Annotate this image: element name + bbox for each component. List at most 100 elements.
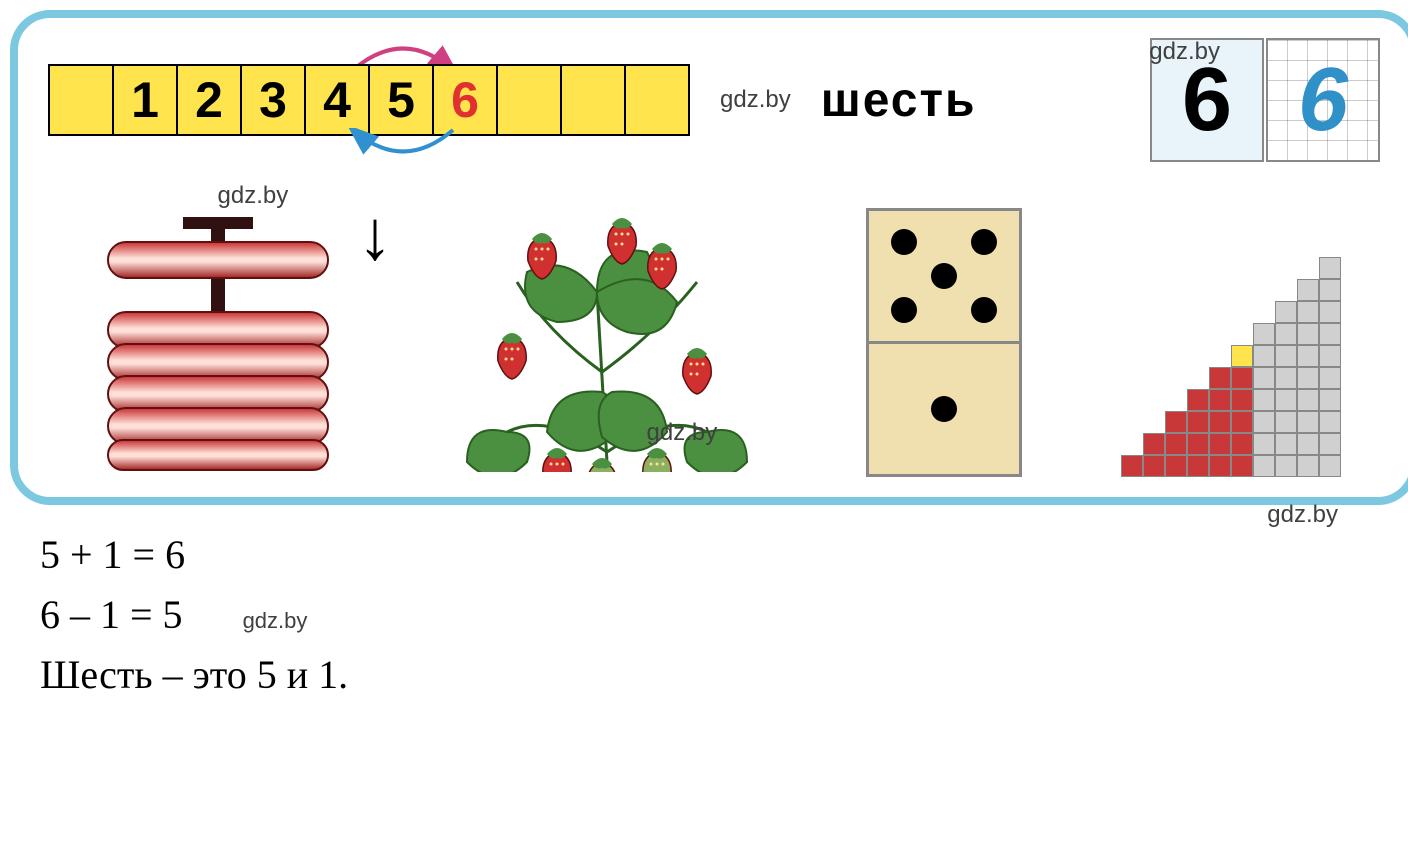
stair-square	[1253, 367, 1275, 389]
top-row: 123456 gdz.by шесть 6 6 gdz.by	[48, 38, 1380, 162]
strip-cell-3: 3	[240, 64, 306, 136]
stair-square	[1231, 411, 1253, 433]
equations-block: gdz.by 5 + 1 = 6 6 – 1 = 5 gdz.by Шесть …	[40, 525, 1408, 705]
stair-square	[1209, 367, 1231, 389]
strip-cell-9	[624, 64, 690, 136]
strip-cell-4: 4	[304, 64, 370, 136]
domino	[866, 208, 1022, 477]
number-strip-wrap: 123456	[48, 64, 690, 136]
stair-square	[1187, 389, 1209, 411]
lesson-frame: 123456 gdz.by шесть 6 6 gdz.by gdz.by	[10, 10, 1408, 505]
stair-square	[1297, 367, 1319, 389]
stair-square	[1319, 411, 1341, 433]
stair-col	[1209, 367, 1231, 477]
stair-square	[1187, 433, 1209, 455]
stair-square	[1143, 455, 1165, 477]
stair-square	[1253, 345, 1275, 367]
stair-square	[1121, 455, 1143, 477]
strawberry-svg	[447, 192, 767, 472]
stair-square	[1275, 411, 1297, 433]
strip-cell-8	[560, 64, 626, 136]
stair-square	[1319, 389, 1341, 411]
stair-square	[1231, 433, 1253, 455]
stair-square	[1297, 433, 1319, 455]
stair-col	[1165, 411, 1187, 477]
stair-square	[1209, 389, 1231, 411]
stair-square	[1231, 367, 1253, 389]
stair-col	[1187, 389, 1209, 477]
stair-col	[1121, 455, 1143, 477]
equation-1: 5 + 1 = 6	[40, 525, 1408, 585]
stair-square	[1275, 455, 1297, 477]
ring-pyramid: gdz.by ↓	[88, 212, 348, 477]
stair-square	[1165, 411, 1187, 433]
stair-square	[1275, 323, 1297, 345]
stair-square	[1231, 345, 1253, 367]
equation-2-text: 6 – 1 = 5	[40, 592, 183, 637]
strip-cell-6: 6	[432, 64, 498, 136]
ring-stack-svg	[88, 212, 348, 472]
domino-bottom	[869, 344, 1019, 474]
stair-square	[1209, 455, 1231, 477]
stair-square	[1253, 455, 1275, 477]
stair-col	[1231, 345, 1253, 477]
number-strip: 123456	[48, 64, 690, 136]
stair-col	[1275, 301, 1297, 477]
stair-square	[1275, 389, 1297, 411]
stair-square	[1165, 455, 1187, 477]
stair-square	[1319, 345, 1341, 367]
watermark: gdz.by	[720, 86, 791, 114]
equation-3: Шесть – это 5 и 1.	[40, 645, 1408, 705]
stair-square	[1275, 367, 1297, 389]
stair-square	[1231, 389, 1253, 411]
stair-square	[1187, 455, 1209, 477]
strip-cell-2: 2	[176, 64, 242, 136]
stair-col	[1143, 433, 1165, 477]
digit-boxes: 6 6	[1150, 38, 1380, 162]
stair-square	[1275, 345, 1297, 367]
stair-square	[1319, 257, 1341, 279]
stair-square	[1319, 279, 1341, 301]
stair-square	[1165, 433, 1187, 455]
stair-square	[1297, 389, 1319, 411]
stair-square	[1231, 455, 1253, 477]
stair-square	[1319, 455, 1341, 477]
strip-cell-1: 1	[112, 64, 178, 136]
stair-square	[1297, 345, 1319, 367]
stair-square	[1253, 323, 1275, 345]
stair-square	[1143, 433, 1165, 455]
strawberry-plant: gdz.by	[447, 192, 767, 477]
stair-square	[1253, 389, 1275, 411]
domino-top	[869, 211, 1019, 344]
stair-square	[1319, 323, 1341, 345]
stair-square	[1297, 411, 1319, 433]
staircase-chart	[1121, 257, 1341, 477]
stair-square	[1253, 433, 1275, 455]
word-six: шесть	[821, 73, 977, 128]
bottom-row: gdz.by ↓	[48, 192, 1380, 477]
watermark: gdz.by	[218, 182, 289, 210]
stair-col	[1319, 257, 1341, 477]
stair-square	[1319, 367, 1341, 389]
digit-script: 6	[1266, 38, 1380, 162]
strip-cell-5: 5	[368, 64, 434, 136]
watermark: gdz.by	[243, 608, 308, 633]
stair-square	[1209, 433, 1231, 455]
stair-square	[1209, 411, 1231, 433]
stair-square	[1187, 411, 1209, 433]
strip-cell-0	[48, 64, 114, 136]
equation-2: 6 – 1 = 5 gdz.by	[40, 585, 1408, 645]
stair-square	[1253, 411, 1275, 433]
strip-cell-7	[496, 64, 562, 136]
stair-square	[1275, 301, 1297, 323]
stair-square	[1297, 455, 1319, 477]
stair-square	[1297, 279, 1319, 301]
down-arrow-icon: ↓	[358, 202, 393, 272]
stair-col	[1253, 323, 1275, 477]
stair-square	[1297, 301, 1319, 323]
stair-square	[1275, 433, 1297, 455]
digit-print: 6	[1150, 38, 1264, 162]
stair-square	[1319, 433, 1341, 455]
stair-col	[1297, 279, 1319, 477]
stair-square	[1319, 301, 1341, 323]
